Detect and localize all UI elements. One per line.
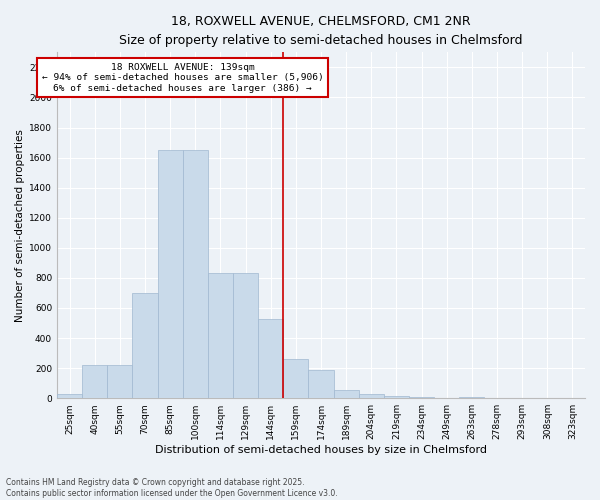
Bar — [158, 150, 183, 398]
X-axis label: Distribution of semi-detached houses by size in Chelmsford: Distribution of semi-detached houses by … — [155, 445, 487, 455]
Bar — [208, 274, 233, 398]
Title: 18, ROXWELL AVENUE, CHELMSFORD, CM1 2NR
Size of property relative to semi-detach: 18, ROXWELL AVENUE, CHELMSFORD, CM1 2NR … — [119, 15, 523, 47]
Text: Contains HM Land Registry data © Crown copyright and database right 2025.
Contai: Contains HM Land Registry data © Crown c… — [6, 478, 338, 498]
Bar — [233, 274, 258, 398]
Bar — [107, 365, 133, 398]
Bar — [308, 370, 334, 398]
Bar — [133, 293, 158, 398]
Bar — [359, 394, 384, 398]
Text: 18 ROXWELL AVENUE: 139sqm
← 94% of semi-detached houses are smaller (5,906)
6% o: 18 ROXWELL AVENUE: 139sqm ← 94% of semi-… — [42, 63, 323, 92]
Bar — [82, 365, 107, 398]
Bar — [334, 390, 359, 398]
Bar — [258, 318, 283, 398]
Bar — [183, 150, 208, 398]
Bar — [384, 396, 409, 398]
Bar — [283, 359, 308, 398]
Bar — [57, 394, 82, 398]
Y-axis label: Number of semi-detached properties: Number of semi-detached properties — [15, 129, 25, 322]
